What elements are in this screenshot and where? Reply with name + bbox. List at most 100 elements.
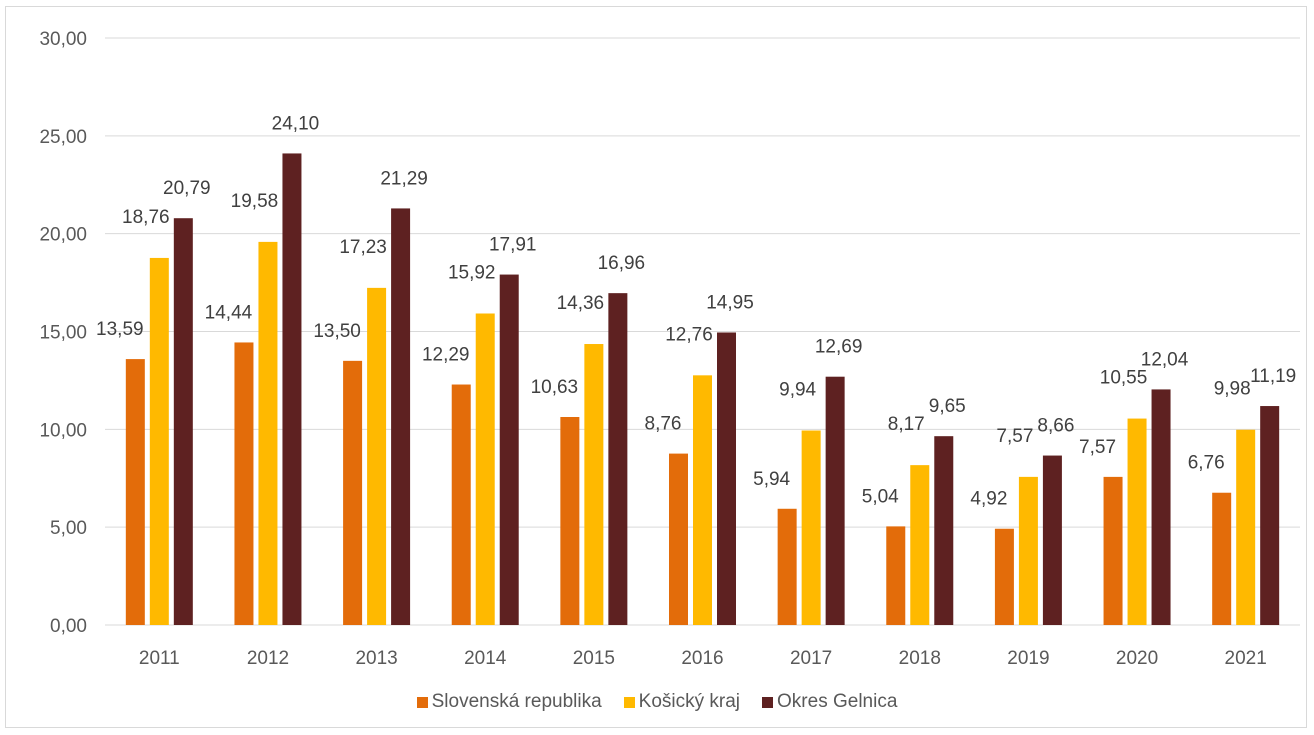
legend-item-okres-gelnica: Okres Gelnica: [762, 691, 897, 713]
x-tick-label: 2012: [247, 648, 289, 669]
data-label: 21,29: [380, 168, 428, 189]
legend-swatch: [623, 696, 635, 708]
legend-item-slovenska-republika: Slovenská republika: [416, 691, 602, 713]
bar: [560, 417, 580, 625]
data-label: 5,94: [753, 469, 790, 490]
legend-swatch: [762, 696, 774, 708]
y-tick-label: 30,00: [39, 29, 87, 50]
y-tick-label: 25,00: [39, 127, 87, 148]
bar: [994, 528, 1014, 625]
data-label: 12,29: [422, 345, 470, 366]
x-tick-label: 2015: [573, 648, 615, 669]
y-tick-label: 15,00: [39, 323, 87, 344]
data-label: 7,57: [1079, 437, 1116, 458]
bar: [1212, 492, 1232, 625]
bar: [693, 375, 712, 625]
data-label: 11,19: [1250, 366, 1296, 387]
y-tick-label: 0,00: [50, 616, 87, 637]
data-label: 17,91: [489, 235, 537, 256]
bar: [149, 257, 169, 625]
data-label: 8,17: [888, 414, 925, 435]
legend-label: Košický kraj: [638, 691, 741, 712]
data-label: 4,92: [970, 489, 1007, 510]
y-tick-label: 20,00: [39, 225, 87, 246]
data-label: 9,94: [779, 380, 816, 401]
bar: [669, 453, 688, 625]
x-tick-label: 2017: [790, 648, 832, 669]
data-label: 12,04: [1141, 349, 1189, 370]
bar: [1042, 455, 1062, 625]
data-label: 14,36: [557, 293, 605, 314]
x-tick-label: 2018: [899, 648, 941, 669]
bar: [343, 360, 363, 625]
gridlines: [105, 37, 1300, 626]
x-tick-label: 2021: [1225, 648, 1267, 669]
bar: [584, 344, 604, 625]
bars: [125, 153, 1280, 626]
data-label: 10,55: [1100, 368, 1148, 389]
bar: [173, 218, 193, 626]
data-label: 7,57: [996, 426, 1033, 447]
data-label: 13,50: [313, 321, 361, 342]
bar: [910, 465, 930, 625]
bar: [1236, 429, 1256, 625]
y-tick-label: 5,00: [50, 518, 87, 539]
bar: [282, 153, 302, 625]
legend: Slovenská republika Košický kraj Okres G…: [0, 691, 1314, 713]
data-label: 9,98: [1214, 379, 1251, 400]
x-tick-label: 2013: [355, 648, 397, 669]
bar: [1103, 476, 1123, 625]
bar: [1018, 476, 1038, 625]
bar: [1260, 406, 1280, 625]
data-label: 8,66: [1037, 416, 1074, 437]
data-labels: 13,59 18,76 20,79 14,44 19,58 24,10 13,50 17,23…: [96, 113, 1296, 509]
data-label: 20,79: [163, 178, 211, 199]
bar: [475, 313, 495, 625]
y-axis: 0,00 5,00 10,00 15,00 20,00 25,00 30,00: [39, 29, 87, 637]
bar: [258, 241, 278, 625]
data-label: 10,63: [531, 377, 579, 398]
chart-frame: [5, 6, 1307, 728]
x-tick-label: 2011: [139, 648, 180, 669]
data-label: 24,10: [272, 113, 320, 134]
data-label: 18,76: [122, 207, 170, 228]
x-tick-label: 2019: [1007, 648, 1049, 669]
legend-item-kosicky-kraj: Košický kraj: [623, 691, 741, 713]
bar: [825, 376, 845, 625]
data-label: 13,59: [96, 319, 144, 340]
data-label: 14,44: [205, 302, 253, 323]
bar: [234, 342, 254, 625]
bar: [608, 293, 628, 625]
bar: [499, 274, 519, 625]
data-label: 15,92: [448, 262, 496, 283]
data-label: 14,95: [706, 292, 754, 313]
data-label: 6,76: [1188, 453, 1225, 474]
data-label: 17,23: [339, 237, 387, 258]
bar: [1151, 389, 1171, 625]
data-label: 9,65: [929, 396, 966, 417]
x-axis: 2011 2012 2013 2014 2015 2016 2017 2018 2019 2020…: [139, 648, 1267, 669]
bar: [451, 384, 471, 625]
x-tick-label: 2020: [1116, 648, 1158, 669]
data-label: 12,76: [665, 324, 713, 345]
legend-swatch: [416, 696, 428, 708]
bar: [717, 332, 736, 625]
bar: [391, 208, 411, 625]
data-label: 19,58: [231, 191, 279, 212]
bar: [934, 436, 954, 625]
data-label: 5,04: [862, 486, 899, 507]
x-tick-label: 2014: [464, 648, 507, 669]
bar: [886, 526, 906, 625]
bar: [1127, 418, 1147, 625]
bar: [125, 359, 145, 625]
data-label: 16,96: [598, 253, 646, 274]
x-tick-label: 2016: [681, 648, 723, 669]
bar: [777, 508, 797, 625]
data-label: 8,76: [645, 414, 682, 435]
data-label: 12,69: [815, 337, 863, 358]
bar: [367, 287, 387, 625]
legend-label: Okres Gelnica: [777, 691, 898, 712]
bar: [801, 430, 821, 625]
y-tick-label: 10,00: [39, 420, 87, 441]
